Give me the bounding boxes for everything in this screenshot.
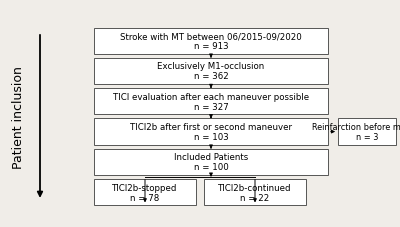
FancyBboxPatch shape [94, 179, 196, 205]
Text: n = 103: n = 103 [194, 133, 228, 141]
Text: Stroke with MT between 06/2015-09/2020: Stroke with MT between 06/2015-09/2020 [120, 32, 302, 41]
FancyBboxPatch shape [94, 28, 328, 54]
Text: TICI2b after first or second maneuver: TICI2b after first or second maneuver [130, 123, 292, 131]
Text: n = 78: n = 78 [130, 193, 160, 202]
FancyBboxPatch shape [204, 179, 306, 205]
Text: TICI2b-stopped: TICI2b-stopped [112, 183, 178, 192]
Text: n = 913: n = 913 [194, 42, 228, 51]
Text: n = 327: n = 327 [194, 102, 228, 111]
Text: TICI evaluation after each maneuver possible: TICI evaluation after each maneuver poss… [113, 92, 309, 101]
Text: Exclusively M1-occlusion: Exclusively M1-occlusion [157, 62, 265, 71]
Text: Patient inclusion: Patient inclusion [12, 66, 24, 168]
FancyBboxPatch shape [94, 89, 328, 115]
Text: n = 3: n = 3 [356, 133, 378, 141]
Text: n = 362: n = 362 [194, 72, 228, 81]
Text: TICI2b-continued: TICI2b-continued [218, 183, 292, 192]
FancyBboxPatch shape [94, 119, 328, 145]
Text: n = 22: n = 22 [240, 193, 270, 202]
FancyBboxPatch shape [94, 149, 328, 175]
FancyBboxPatch shape [94, 59, 328, 85]
Text: Included Patients: Included Patients [174, 153, 248, 162]
FancyBboxPatch shape [338, 119, 396, 145]
Text: n = 100: n = 100 [194, 163, 228, 172]
Text: Reinfarction before mRS90: Reinfarction before mRS90 [312, 123, 400, 131]
